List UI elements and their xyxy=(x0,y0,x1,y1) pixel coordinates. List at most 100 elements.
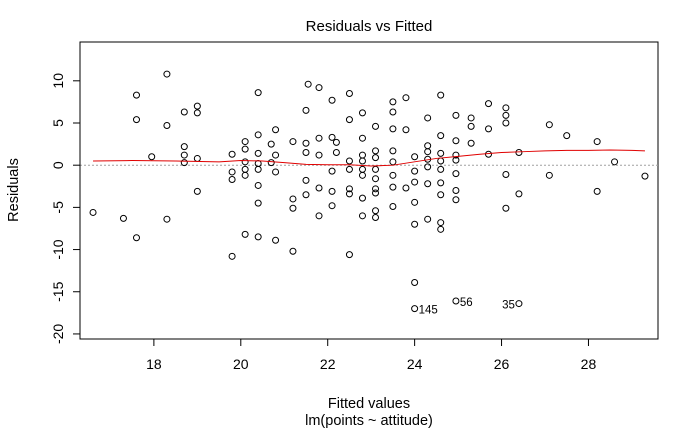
y-tick-label: -15 xyxy=(50,281,66,301)
data-point xyxy=(485,100,493,108)
data-point xyxy=(345,116,353,124)
data-point xyxy=(389,203,397,211)
data-point xyxy=(437,165,445,173)
data-point xyxy=(289,204,297,212)
data-point xyxy=(241,158,249,166)
data-point xyxy=(132,91,140,99)
data-point xyxy=(302,191,310,199)
y-tick-label: 0 xyxy=(50,161,66,169)
data-point xyxy=(272,126,280,134)
data-point xyxy=(437,219,445,227)
x-tick-label: 20 xyxy=(233,356,249,372)
data-point xyxy=(411,198,419,206)
data-point xyxy=(411,220,419,228)
data-point xyxy=(328,96,336,104)
data-point xyxy=(452,187,460,194)
data-point xyxy=(358,171,366,179)
data-point xyxy=(402,126,410,134)
data-point xyxy=(411,178,419,186)
data-point xyxy=(485,125,493,133)
data-point xyxy=(424,215,432,223)
model-formula: lm(points ~ attitude) xyxy=(305,413,433,429)
chart-title: Residuals vs Fitted xyxy=(306,18,433,35)
data-point xyxy=(345,165,353,173)
data-point xyxy=(402,184,410,192)
data-point xyxy=(228,150,236,158)
data-point xyxy=(254,131,262,139)
data-point xyxy=(180,159,188,167)
data-point xyxy=(358,134,366,142)
data-point xyxy=(437,149,445,157)
x-tick-label: 28 xyxy=(581,356,597,372)
data-point xyxy=(424,114,432,122)
outlier-labels: 145 56 35 xyxy=(419,297,515,317)
data-point xyxy=(424,142,432,150)
data-point xyxy=(254,199,262,207)
data-point xyxy=(272,151,280,159)
data-point xyxy=(358,109,366,117)
data-point xyxy=(289,247,297,255)
data-point xyxy=(545,121,553,129)
data-point xyxy=(193,102,201,110)
data-point xyxy=(304,80,312,88)
data-point xyxy=(328,187,336,195)
data-point xyxy=(345,190,353,198)
data-point xyxy=(315,84,323,92)
data-point xyxy=(641,172,649,180)
data-point xyxy=(163,122,171,130)
data-point xyxy=(228,168,236,176)
y-tick-label: -20 xyxy=(50,324,66,344)
data-point xyxy=(241,145,249,153)
data-point xyxy=(254,89,262,97)
data-point xyxy=(437,132,445,140)
data-point xyxy=(467,139,475,147)
data-point xyxy=(345,89,353,97)
data-point xyxy=(372,147,380,155)
data-point xyxy=(389,183,397,191)
data-point xyxy=(358,165,366,173)
data-point xyxy=(228,252,236,260)
data-point xyxy=(452,151,460,159)
x-tick-label: 26 xyxy=(494,356,510,372)
data-point xyxy=(424,163,432,171)
data-point xyxy=(267,140,275,148)
data-point xyxy=(424,148,432,156)
data-point xyxy=(452,297,460,305)
data-point xyxy=(345,251,353,259)
data-point xyxy=(437,91,445,99)
data-point xyxy=(193,187,201,195)
data-point xyxy=(315,184,323,192)
data-point xyxy=(372,207,380,215)
data-point xyxy=(193,154,201,162)
data-point xyxy=(254,233,262,241)
data-point xyxy=(372,185,380,193)
data-point xyxy=(389,98,397,106)
data-point xyxy=(254,149,262,157)
data-point xyxy=(302,176,310,184)
data-point xyxy=(452,156,460,164)
data-point xyxy=(372,189,380,197)
data-point xyxy=(345,157,353,165)
data-point xyxy=(502,204,510,212)
data-point xyxy=(502,170,510,178)
data-point xyxy=(452,170,460,178)
data-point xyxy=(515,300,523,308)
data-point xyxy=(545,171,553,179)
y-tick-label: -10 xyxy=(50,239,66,259)
data-point xyxy=(302,149,310,157)
data-point xyxy=(372,214,380,221)
x-axis: 18 20 22 24 26 28 xyxy=(146,338,597,372)
data-point xyxy=(254,181,262,189)
data-point xyxy=(180,143,188,151)
data-point xyxy=(411,278,419,286)
data-point xyxy=(328,167,336,175)
data-point xyxy=(132,116,140,124)
data-point xyxy=(267,159,275,167)
data-point xyxy=(452,137,460,145)
data-point xyxy=(372,165,380,173)
data-point xyxy=(515,190,523,198)
data-point xyxy=(611,158,619,166)
data-point xyxy=(272,168,280,176)
data-point xyxy=(515,149,523,157)
